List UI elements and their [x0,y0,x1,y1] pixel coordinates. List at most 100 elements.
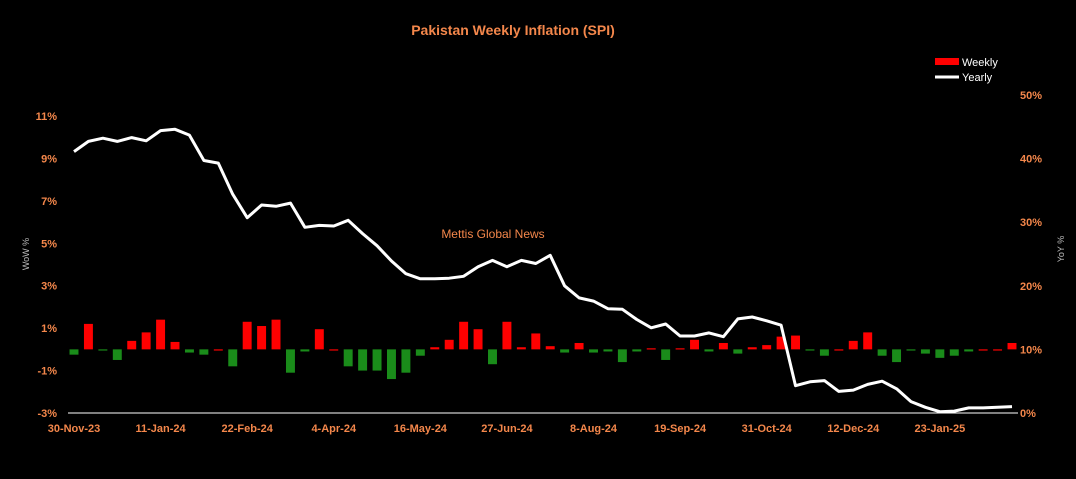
weekly-bar [978,349,988,351]
weekly-bar [661,349,671,360]
weekly-bar [805,349,815,351]
x-axis-ticks: 30-Nov-23 11-Jan-24 22-Feb-24 4-Apr-24 16-Ma… [48,423,966,435]
weekly-bar [488,349,497,365]
weekly-bar [863,332,873,350]
x-tick-label: 4-Apr-24 [311,423,357,435]
weekly-bar [718,342,728,350]
weekly-bar [502,321,512,350]
y-right-tick-label: 40% [1020,154,1042,166]
yearly-line [73,127,1013,414]
weekly-bar [473,329,483,350]
weekly-bar [83,323,93,350]
weekly-bar [574,342,584,350]
weekly-bar [444,339,454,350]
legend-weekly-label: Weekly [962,57,998,69]
x-tick-label: 12-Dec-24 [827,423,880,435]
weekly-bar [877,349,887,356]
y-right-tick-label: 30% [1020,217,1042,229]
y-right-tick-label: 10% [1020,344,1042,356]
x-tick-label: 31-Oct-24 [742,423,793,435]
x-tick-label: 11-Jan-24 [136,423,187,435]
weekly-bar [170,341,180,350]
chart-legend: Weekly Yearly [935,57,998,84]
weekly-bar [834,349,844,351]
y-left-tick-label: 9% [41,153,57,165]
chart-title: Pakistan Weekly Inflation (SPI) [411,22,615,38]
weekly-bar [747,347,757,350]
weekly-bar [271,319,281,350]
weekly-bar [257,326,267,350]
y-left-tick-label: 1% [41,323,57,335]
weekly-bar [127,340,137,350]
legend-weekly-swatch [935,58,959,65]
weekly-bar [964,349,974,352]
weekly-bar [646,348,656,350]
weekly-bar [819,349,829,356]
y-left-axis-ticks: 11% 9% 7% 5% 3% 1% -1% -3% [36,111,58,420]
weekly-bar [690,339,699,350]
weekly-bar [776,336,786,350]
weekly-bar [848,340,858,350]
weekly-bars [69,319,1017,380]
weekly-bar [589,349,598,353]
weekly-bar [199,349,209,355]
x-tick-label: 19-Sep-24 [654,423,707,435]
weekly-bar [993,349,1003,351]
y-right-axis-title: YoY % [1056,236,1066,263]
y-left-tick-label: -1% [37,366,57,378]
weekly-bar [69,349,79,355]
x-tick-label: 8-Aug-24 [570,423,618,435]
weekly-bar [704,349,714,352]
x-tick-label: 27-Jun-24 [481,423,533,435]
weekly-bar [112,349,122,360]
y-left-tick-label: 3% [41,281,57,293]
y-left-tick-label: -3% [37,408,57,420]
weekly-bar [184,349,194,353]
weekly-bar [516,347,526,350]
weekly-bar [791,335,801,350]
weekly-bar [762,345,772,350]
y-right-axis-ticks: 50% 40% 30% 20% 10% 0% [1020,90,1042,420]
weekly-bar [1007,342,1017,350]
weekly-bar [603,349,613,352]
weekly-bar [314,329,324,350]
weekly-bar [156,319,166,350]
weekly-bar [531,333,541,350]
weekly-bar [920,349,930,354]
weekly-bar [415,349,425,356]
weekly-bar [892,349,902,363]
y-right-tick-label: 50% [1020,90,1042,102]
weekly-bar [213,349,223,351]
x-tick-label: 23-Jan-25 [914,423,965,435]
weekly-bar [935,349,945,358]
weekly-bar [343,349,353,367]
weekly-bar [545,346,555,350]
legend-yearly-label: Yearly [962,72,993,84]
weekly-bar [358,349,368,371]
y-left-tick-label: 11% [36,111,58,123]
watermark-text: Mettis Global News [441,227,544,241]
weekly-bar [733,349,743,354]
weekly-bar [285,349,295,373]
y-left-tick-label: 7% [41,196,57,208]
weekly-bar [372,349,382,371]
weekly-bar [401,349,411,373]
weekly-bar [560,349,570,353]
weekly-bar [387,349,396,380]
y-left-axis-title: WoW % [21,238,31,270]
weekly-bar [329,349,339,351]
weekly-bar [906,349,916,351]
weekly-bar [242,321,252,350]
x-tick-label: 16-May-24 [394,423,448,435]
x-tick-label: 22-Feb-24 [221,423,273,435]
weekly-bar [141,332,151,350]
y-right-tick-label: 20% [1020,281,1042,293]
weekly-bar [632,349,642,352]
weekly-bar [300,349,310,352]
weekly-bar [459,321,469,350]
weekly-bar [430,347,440,350]
weekly-bar [949,349,959,356]
weekly-bar [617,349,627,363]
